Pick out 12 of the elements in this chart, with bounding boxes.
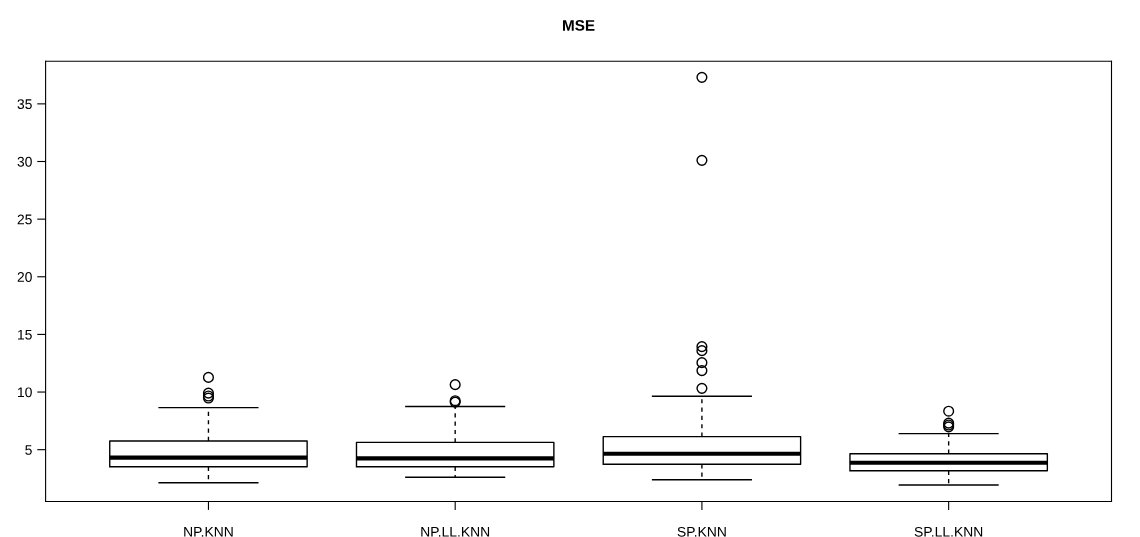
x-tick-label: NP.LL.KNN [421, 527, 490, 537]
chart-title: MSE [563, 19, 595, 31]
y-tick-label: 10 [18, 387, 32, 398]
x-tick-label: SP.LL.KNN [914, 526, 983, 537]
y-tick-label: 5 [25, 445, 32, 455]
x-tick-label: SP.KNN [677, 526, 726, 537]
y-tick-label: 15 [18, 329, 32, 340]
x-tick-label: NP.KNN [184, 527, 233, 537]
y-tick-label: 30 [17, 156, 32, 167]
y-tick-label: 20 [17, 272, 32, 282]
y-tick-label: 25 [17, 214, 32, 225]
y-tick-label: 35 [17, 99, 32, 110]
